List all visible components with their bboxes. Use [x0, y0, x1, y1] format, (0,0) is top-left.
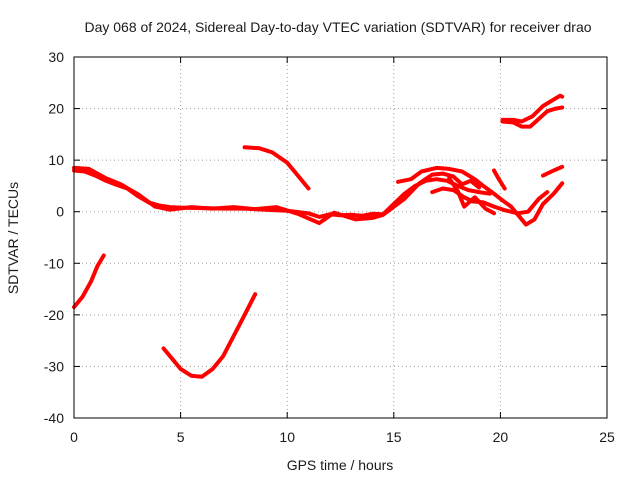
series-arc-7	[430, 186, 550, 216]
series-arc-6	[396, 165, 565, 227]
y-tick-label: 20	[48, 101, 64, 117]
series-arc-4	[161, 292, 258, 379]
series-arc-8	[447, 176, 496, 216]
y-tick-label: -20	[44, 307, 64, 323]
y-tick-label: -40	[44, 410, 64, 426]
data-series	[72, 93, 565, 379]
series-arc-5	[242, 145, 311, 191]
x-tick-label: 10	[279, 429, 295, 445]
series-arc-2	[72, 165, 482, 226]
tick-labels: 0 5 10 15 20 25 -40 -30 -20 -10 0 10 20 30	[44, 49, 615, 445]
y-tick-label: 10	[48, 152, 64, 168]
y-axis-label: SDTVAR / TECUs	[5, 182, 21, 294]
x-tick-label: 5	[177, 429, 185, 445]
grid	[74, 57, 607, 418]
y-tick-label: -10	[44, 255, 64, 271]
y-tick-label: -30	[44, 358, 64, 374]
series-arc-3	[72, 253, 106, 310]
series-arc-11	[500, 105, 565, 129]
axis-ticks	[73, 56, 608, 419]
x-tick-label: 20	[493, 429, 509, 445]
chart-title: Day 068 of 2024, Sidereal Day-to-day VTE…	[84, 19, 591, 35]
y-tick-label: 0	[56, 204, 64, 220]
series-arc-12	[500, 93, 565, 124]
plot-frame	[73, 56, 608, 419]
x-axis-label: GPS time / hours	[287, 457, 394, 473]
y-tick-label: 30	[48, 49, 64, 65]
series-arc-10	[541, 164, 565, 178]
x-tick-label: 25	[599, 429, 615, 445]
x-tick-label: 15	[386, 429, 402, 445]
x-tick-label: 0	[70, 429, 78, 445]
series-arc-9	[492, 168, 507, 191]
